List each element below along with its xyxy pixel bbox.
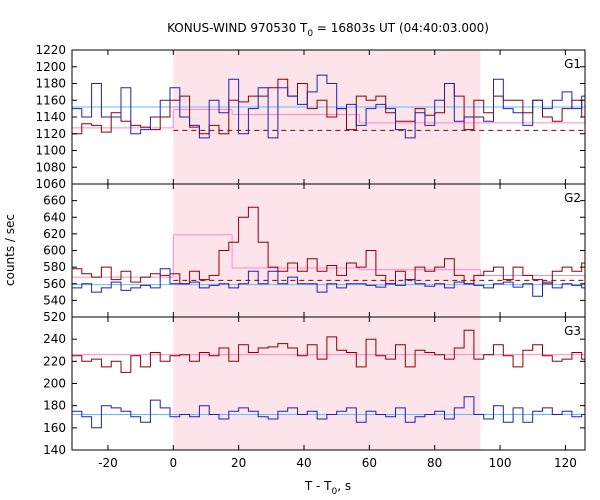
y-tick-label: 1140 [35, 110, 66, 124]
x-axis-title-main: T - T [304, 479, 332, 493]
x-tick-label: 20 [231, 456, 246, 470]
blue-step-series [72, 268, 585, 297]
y-tick-label: 180 [43, 399, 66, 413]
y-tick-label: 520 [43, 310, 66, 324]
x-tick-label: -20 [98, 456, 118, 470]
y-tick-label: 1160 [35, 93, 66, 107]
chart-title-suffix: = 16803s UT (04:40:03.000) [313, 21, 489, 35]
y-tick-label: 620 [43, 227, 66, 241]
x-tick-label: 120 [554, 456, 577, 470]
panel-series-group [72, 206, 585, 297]
red-step-series [72, 329, 585, 373]
x-axis-title-suffix: , s [337, 479, 351, 493]
chart-title: KONUS-WIND 970530 T0 = 16803s UT (04:40:… [167, 21, 489, 39]
red-step-series [72, 206, 585, 285]
panel-name-label: G1 [564, 57, 581, 71]
y-tick-label: 1060 [35, 177, 66, 191]
x-tick-label: 80 [427, 456, 442, 470]
y-tick-label: 1080 [35, 160, 66, 174]
x-tick-label: 0 [169, 456, 177, 470]
y-tick-label: 600 [43, 244, 66, 258]
y-tick-label: 140 [43, 443, 66, 457]
panels-layer: 106010801100112011401160118012001220G152… [35, 43, 586, 470]
y-axis-title: counts / sec [3, 214, 17, 286]
panel-g2: 520 540 560 580 600 620 640 660 G2 [43, 183, 586, 324]
y-tick-label: 1120 [35, 127, 66, 141]
y-tick-label: 540 [43, 293, 66, 307]
blue-step-series [72, 396, 585, 429]
panel-name-label: G3 [564, 324, 581, 338]
x-tick-label: 100 [489, 456, 512, 470]
y-tick-label: 1200 [35, 60, 66, 74]
panel-series-group [72, 74, 585, 139]
panel-series-group [72, 329, 585, 429]
x-tick-label: 40 [296, 456, 311, 470]
chart-title-prefix: KONUS-WIND 970530 T [167, 21, 308, 35]
y-tick-label: 1180 [35, 77, 66, 91]
panel-g1: 1060 1080 1100 1120 1140 1160 1180 1200 1220 G1 [35, 43, 586, 191]
y-tick-label: 640 [43, 210, 66, 224]
y-tick-label: 660 [43, 194, 66, 208]
x-axis-title: T - T0, s [304, 479, 351, 497]
y-tick-label: 1220 [35, 43, 66, 57]
y-tick-label: 160 [43, 421, 66, 435]
y-tick-label: 560 [43, 277, 66, 291]
x-axis-title-subscript: 0 [332, 487, 338, 497]
y-tick-label: 1100 [35, 144, 66, 158]
y-tick-label: 200 [43, 377, 66, 391]
y-tick-label: 240 [43, 332, 66, 346]
blue-step-series [72, 74, 585, 139]
y-tick-label: 580 [43, 260, 66, 274]
panel-g3: 140 160 180 200 220 240 G3 [43, 316, 586, 457]
y-tick-label: 220 [43, 354, 66, 368]
panel-name-label: G2 [564, 191, 581, 205]
x-tick-label: 60 [362, 456, 377, 470]
chart-title-subscript: 0 [307, 29, 313, 39]
